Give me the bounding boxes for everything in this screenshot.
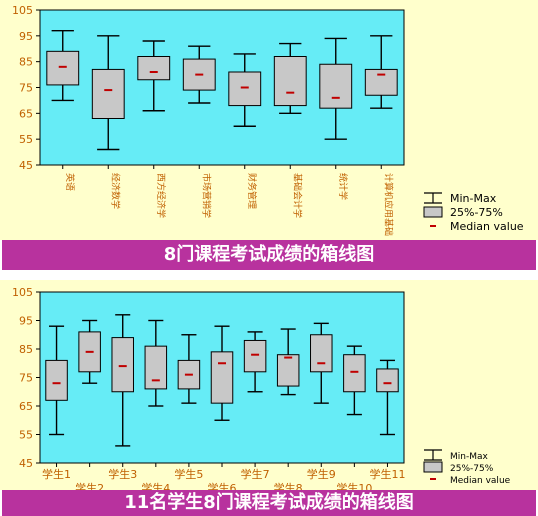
chart-1-ytick-label: 105 <box>12 4 33 17</box>
chart-1: 45 55 65 75 85 95 105 英语 经济数学 西方经济学 市场营销学 财务管理 基础会计学… <box>0 0 538 240</box>
chart-2-box <box>243 339 267 373</box>
chart-2-legend-label: Min-Max <box>450 452 488 462</box>
chart-2-ytick-label: 105 <box>12 286 33 299</box>
chart-2-box <box>144 345 168 390</box>
chart-1-ytick-label: 65 <box>19 107 33 120</box>
chart-2-category-label: 学生11 <box>369 467 405 481</box>
chart-2-box <box>45 359 68 401</box>
chart-1-ytick-label: 85 <box>19 56 33 69</box>
chart-1-category-label: 计算机应用基础 <box>382 173 394 236</box>
chart-2-ytick-label: 85 <box>19 343 33 356</box>
chart-1-category-label: 财务管理 <box>246 173 258 209</box>
chart-2-title: 11名学生8门课程考试成绩的箱线图 <box>2 490 536 516</box>
chart-1-legend-box-symbol <box>423 206 443 218</box>
chart-1-category-label: 西方经济学 <box>155 173 167 218</box>
chart-1-category-label: 市场营销学 <box>200 173 212 218</box>
chart-2-category-label: 学生5 <box>174 467 203 481</box>
chart-1-category-label: 基础会计学 <box>291 173 303 218</box>
chart-2-box <box>210 351 234 404</box>
chart-2-legend-label: 25%-75% <box>450 464 494 474</box>
chart-2-ytick-label: 95 <box>19 315 33 328</box>
chart-2-legend-box-symbol <box>423 461 443 473</box>
chart-2-category-label: 学生1 <box>42 467 71 481</box>
chart-1-box <box>364 68 398 96</box>
chart-1-box <box>46 50 80 86</box>
chart-2: 455565758595105学生1学生2学生3学生4学生5学生6学生7学生8学… <box>0 280 538 495</box>
chart-1-legend-label: Median value <box>450 220 524 233</box>
chart-2-box <box>276 354 300 387</box>
chart-1-box <box>319 63 353 109</box>
chart-2-box <box>310 334 333 373</box>
chart-1-box <box>228 71 262 107</box>
chart-1-legend-label: Min-Max <box>450 192 497 205</box>
chart-1-category-label: 经济数学 <box>109 173 121 209</box>
chart-1-box <box>137 56 171 81</box>
chart-1-box <box>273 56 307 107</box>
chart-1-ytick-label: 45 <box>19 159 33 172</box>
chart-1-ytick-label: 95 <box>19 30 33 43</box>
chart-2-category-label: 学生7 <box>241 467 270 481</box>
chart-2-ytick-label: 55 <box>19 429 33 442</box>
chart-2-box <box>376 368 399 393</box>
chart-2-category-label: 学生9 <box>307 467 336 481</box>
chart-2-ytick-label: 65 <box>19 400 33 413</box>
chart-1-box <box>91 68 125 119</box>
chart-1-category-label: 统计学 <box>337 173 349 200</box>
chart-1-ytick-label: 55 <box>19 133 33 146</box>
chart-2-box <box>343 354 366 393</box>
chart-2-legend-label: Median value <box>450 476 511 486</box>
chart-1-title: 8门课程考试成绩的箱线图 <box>2 240 536 270</box>
chart-1-legend-label: 25%-75% <box>450 206 503 219</box>
chart-2-ytick-label: 75 <box>19 372 33 385</box>
chart-1-ytick-label: 75 <box>19 82 33 95</box>
chart-1-category-label: 英语 <box>64 173 76 191</box>
chart-2-box <box>111 337 134 393</box>
chart-2-ytick-label: 45 <box>19 457 33 470</box>
chart-2-category-label: 学生3 <box>108 467 137 481</box>
